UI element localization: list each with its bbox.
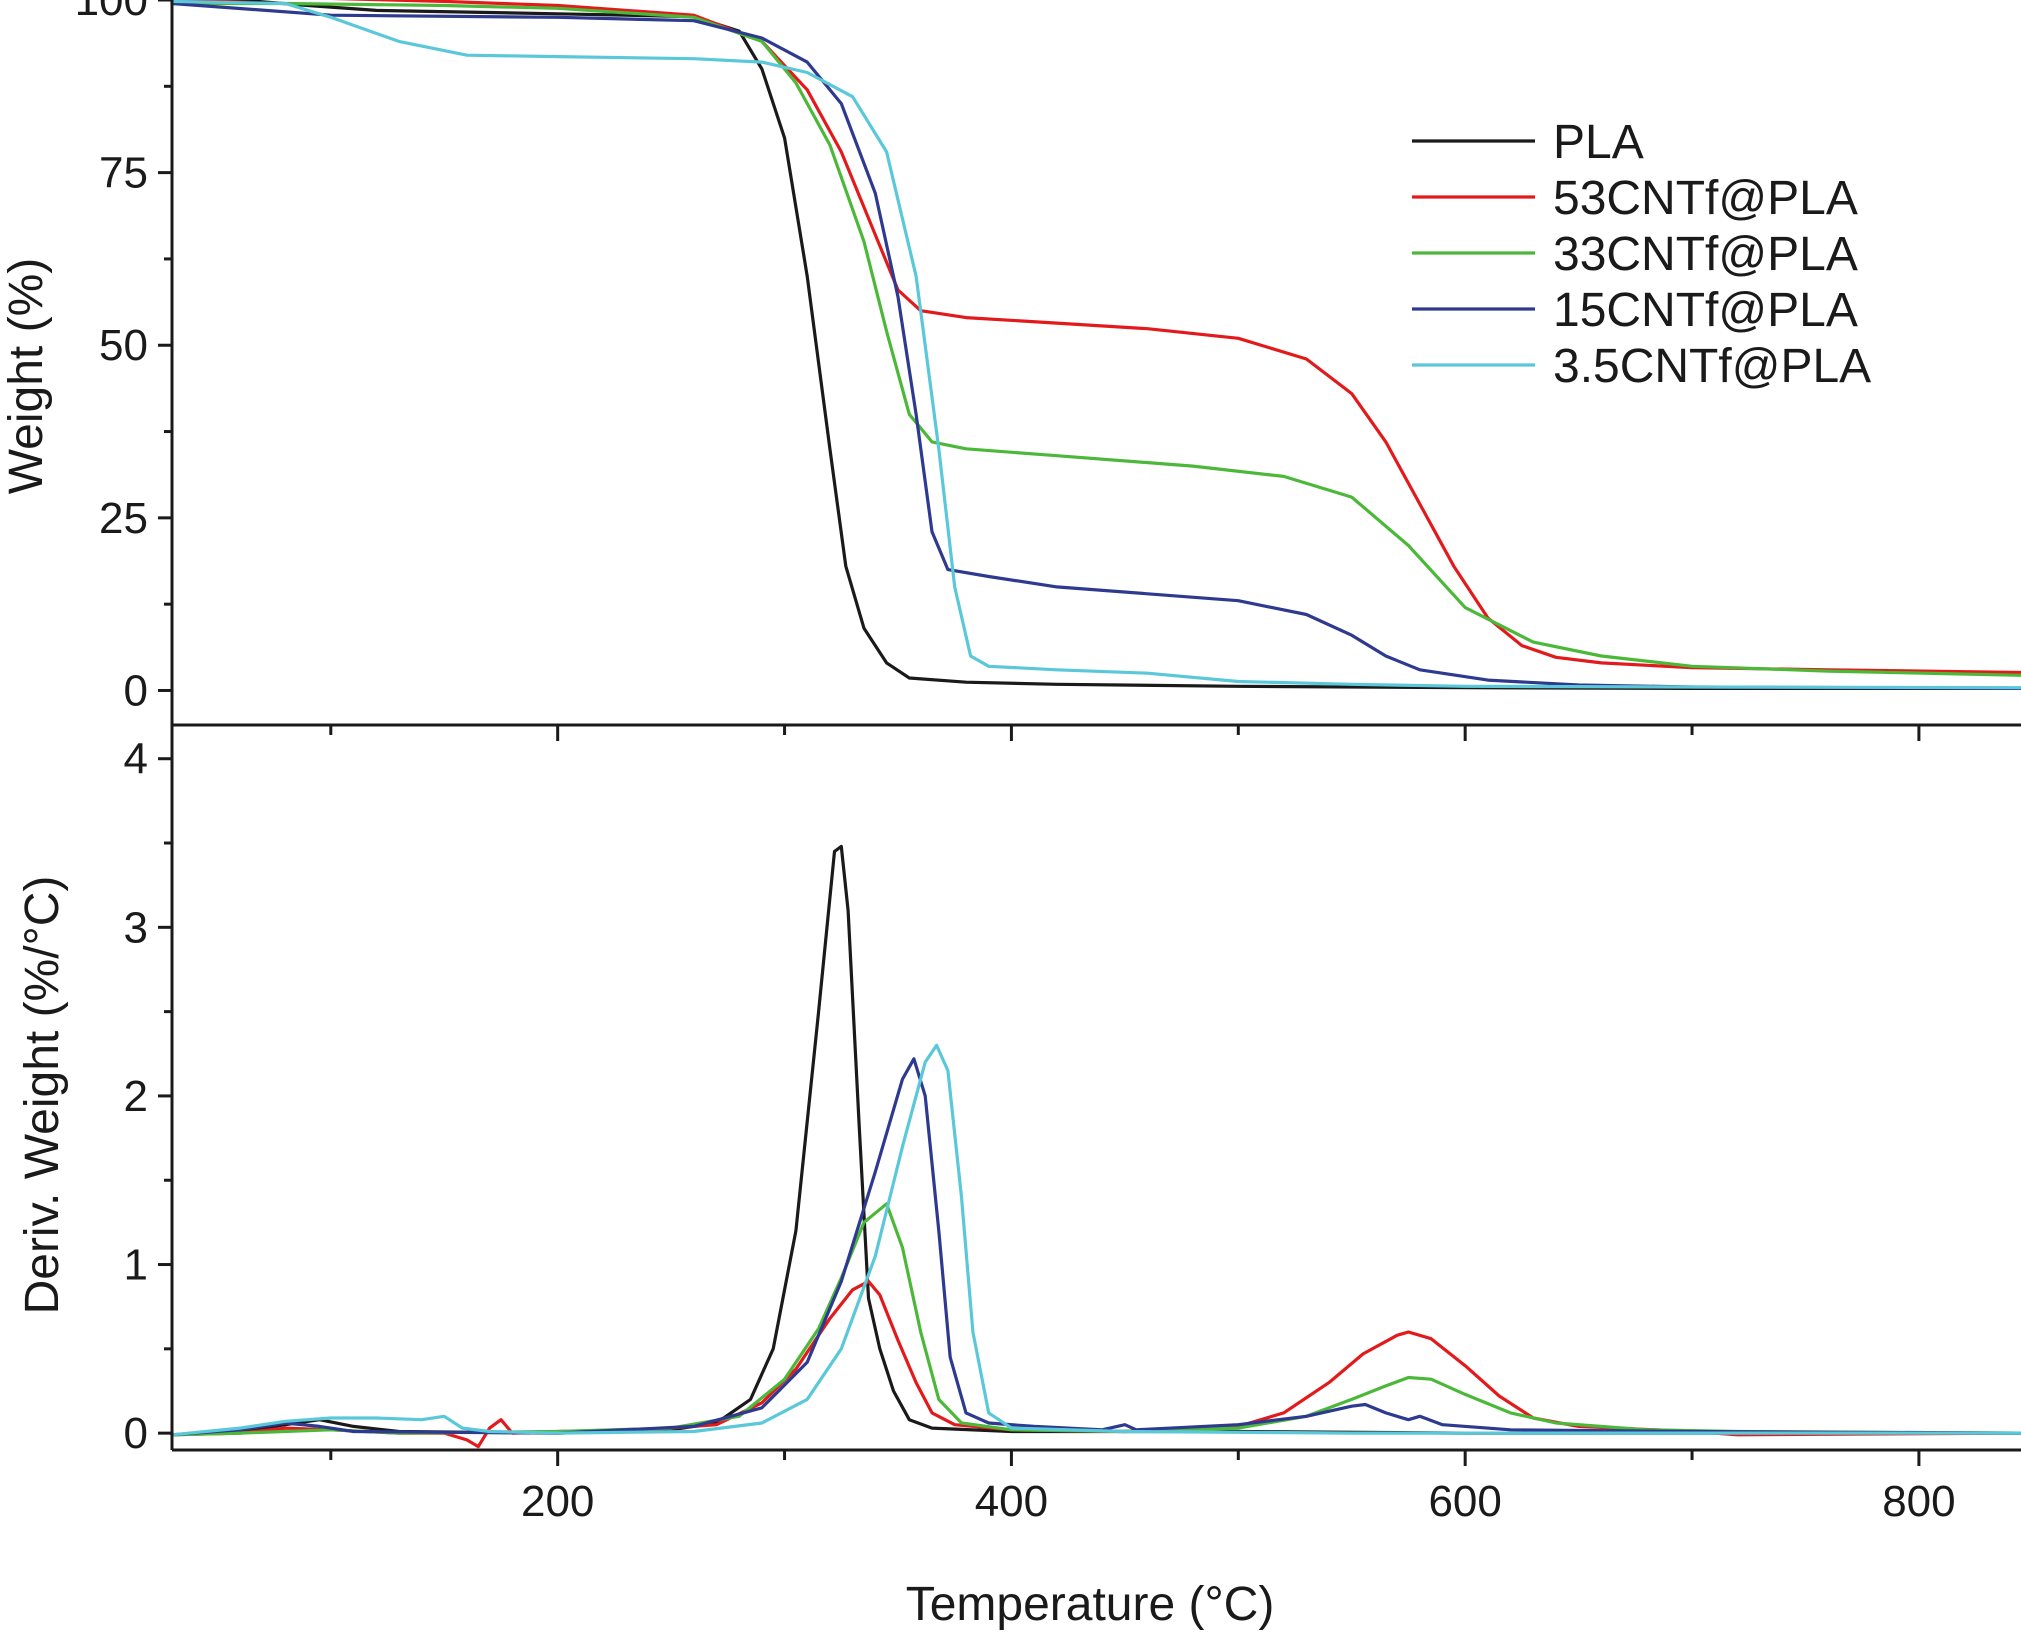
derivative-line-3-5cntf-pla [170, 1043, 2021, 1437]
derivative-y-tick-label: 0 [124, 1409, 148, 1458]
derivative-line-53cntf-pla [170, 1279, 2021, 1449]
derivative-series-group [170, 844, 2021, 1449]
weight-axes: 0 25 50 75 100 [75, 0, 2021, 741]
weight-line-33cntf-pla [170, 1, 2021, 677]
derivative-line-33cntf-pla [170, 1202, 2021, 1437]
derivative-y-axis-title: Deriv. Weight (%/°C) [16, 876, 69, 1315]
x-tick-label: 200 [521, 1477, 594, 1526]
derivative-panel: 0 1 2 3 4 200 400 600 800 Deriv. Weight (%/°C) T… [16, 725, 2021, 1631]
x-tick-label: 800 [1882, 1477, 1955, 1526]
legend-label-33cntf-pla: 33CNTf@PLA [1553, 228, 1858, 281]
derivative-y-tick-label: 2 [124, 1072, 148, 1121]
weight-line-3-5cntf-pla [170, 0, 2021, 690]
weight-y-tick-label: 100 [75, 0, 148, 25]
weight-line-15cntf-pla [170, 1, 2021, 690]
derivative-axes: 0 1 2 3 4 200 400 600 800 [124, 725, 2021, 1526]
legend-label-53cntf-pla: 53CNTf@PLA [1553, 172, 1858, 225]
derivative-y-tick-label: 1 [124, 1241, 148, 1290]
x-axis-title: Temperature (°C) [906, 1578, 1275, 1631]
x-tick-label: 600 [1428, 1477, 1501, 1526]
weight-panel: 0 25 50 75 100 Weight (%) PLA53CNTf@PLA33CNT… [0, 0, 2021, 741]
weight-line-pla [170, 0, 2021, 690]
weight-y-tick-label: 0 [124, 666, 148, 715]
x-tick-label: 400 [975, 1477, 1048, 1526]
derivative-line-pla [170, 844, 2021, 1437]
derivative-line-15cntf-pla [170, 1057, 2021, 1437]
weight-series-group [170, 0, 2021, 690]
weight-y-tick-label: 25 [99, 494, 148, 543]
derivative-y-tick-label: 4 [124, 735, 148, 784]
weight-y-tick-label: 50 [99, 321, 148, 370]
weight-y-axis-title: Weight (%) [0, 258, 53, 495]
weight-y-tick-label: 75 [99, 149, 148, 198]
legend: PLA53CNTf@PLA33CNTf@PLA15CNTf@PLA3.5CNTf… [1412, 116, 1871, 393]
legend-label-15cntf-pla: 15CNTf@PLA [1553, 284, 1858, 337]
derivative-y-tick-label: 3 [124, 903, 148, 952]
legend-label-3-5cntf-pla: 3.5CNTf@PLA [1553, 340, 1871, 393]
legend-label-pla: PLA [1553, 116, 1644, 169]
